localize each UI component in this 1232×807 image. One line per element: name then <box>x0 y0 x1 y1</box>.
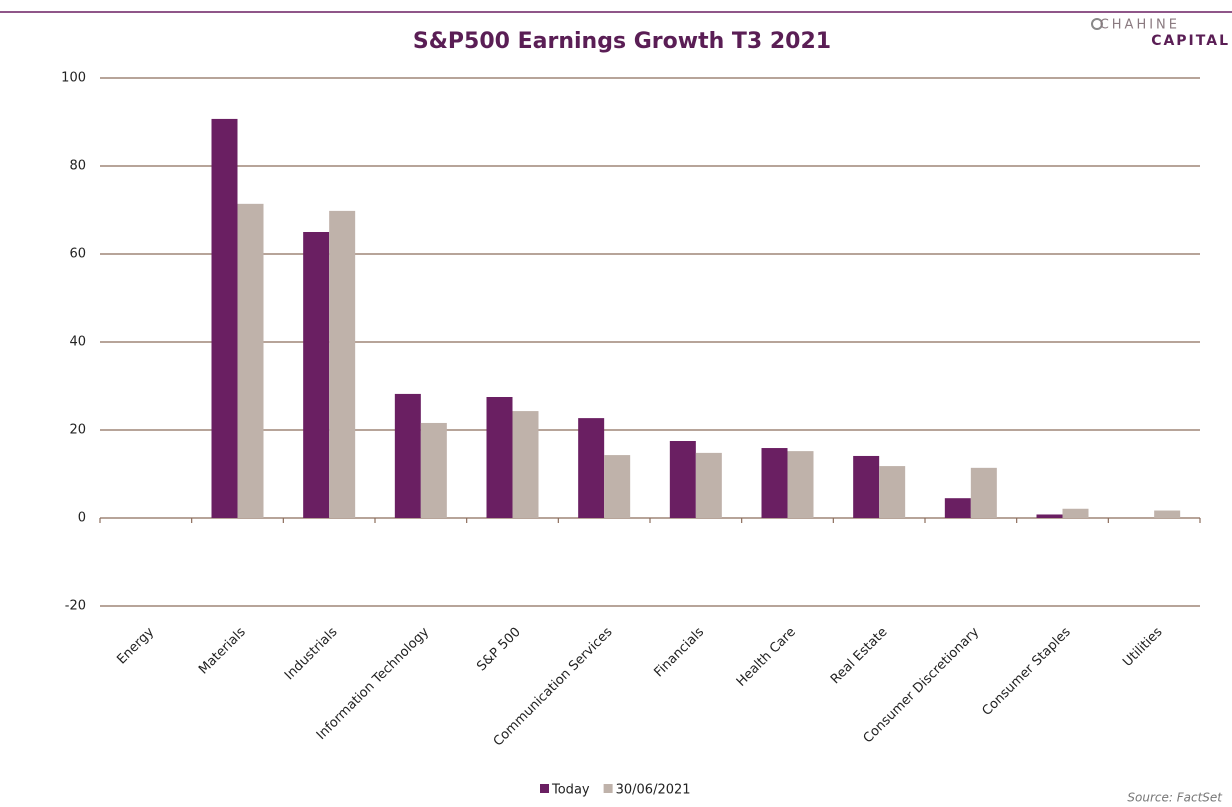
x-tick-label: Financials <box>651 625 707 681</box>
bar <box>420 422 447 518</box>
x-tick-label: Consumer Staples <box>979 625 1073 719</box>
source-note: Source: FactSet <box>1127 791 1223 805</box>
bar <box>669 441 696 518</box>
bar <box>1062 508 1089 518</box>
bar <box>303 232 330 518</box>
bar <box>486 397 513 518</box>
bar <box>970 467 997 518</box>
logo-line: CAPITAL <box>1151 33 1230 49</box>
bar <box>604 455 631 518</box>
logo-line: CHAHINE <box>1100 18 1180 33</box>
legend-swatch <box>540 784 549 793</box>
x-tick-label: Health Care <box>734 625 799 690</box>
y-tick-label: -20 <box>65 599 86 614</box>
bar <box>211 118 238 519</box>
x-tick-label: Materials <box>196 625 249 678</box>
x-tick-label: Industrials <box>282 625 341 684</box>
bar <box>512 411 539 518</box>
bar <box>879 466 906 518</box>
x-tick-label: Energy <box>114 624 157 667</box>
bar <box>237 203 264 518</box>
legend-label: 30/06/2021 <box>616 783 691 798</box>
y-tick-label: 60 <box>69 247 86 262</box>
y-tick-label: 0 <box>78 511 86 526</box>
bar <box>329 210 356 518</box>
y-tick-label: 80 <box>69 159 86 174</box>
chart-title: S&P500 Earnings Growth T3 2021 <box>413 29 831 54</box>
legend-label: Today <box>551 783 590 798</box>
y-tick-label: 40 <box>69 335 86 350</box>
bar <box>944 498 971 518</box>
bar <box>394 393 421 518</box>
bar <box>1154 510 1181 518</box>
bar <box>787 451 814 518</box>
y-tick-label: 100 <box>61 71 86 86</box>
x-tick-label: Utilities <box>1120 625 1165 670</box>
bar <box>761 448 788 518</box>
bar <box>1036 514 1063 518</box>
x-tick-label: Real Estate <box>828 625 890 687</box>
bar <box>853 455 880 518</box>
bar <box>578 418 605 518</box>
logo-icon <box>1091 18 1103 30</box>
bar <box>695 452 722 518</box>
legend-swatch <box>603 784 613 793</box>
y-tick-label: 20 <box>69 423 86 438</box>
x-tick-label: S&P 500 <box>474 625 524 675</box>
